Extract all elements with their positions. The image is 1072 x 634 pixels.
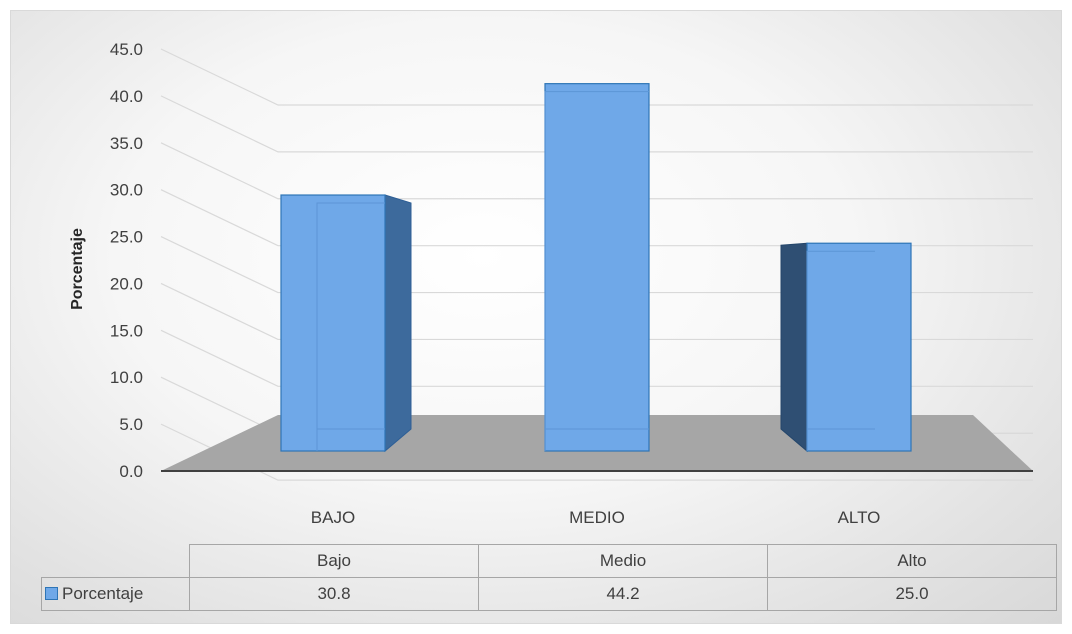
x-category-label: BAJO <box>311 508 355 527</box>
chart-svg: 0.0 5.0 10.0 15.0 20.0 25.0 30.0 35.0 40.0 45.0 B… <box>69 40 1033 527</box>
data-table-corner <box>41 544 190 578</box>
data-table-header: Bajo <box>189 544 479 578</box>
bar-bajo <box>280 194 412 453</box>
y-tick-label: 0.0 <box>119 462 143 481</box>
gridline <box>160 48 1033 106</box>
y-tick-label: 15.0 <box>110 321 143 340</box>
x-axis-categories: BAJO MEDIO ALTO <box>311 508 881 527</box>
legend-key-icon <box>45 587 58 600</box>
data-table-series-row: Porcentaje 30.8 44.2 25.0 <box>41 577 1057 611</box>
chart-area: 0.0 5.0 10.0 15.0 20.0 25.0 30.0 35.0 40.0 45.0 B… <box>10 10 1062 624</box>
data-table: Bajo Medio Alto Porcentaje 30.8 44.2 25.… <box>41 544 1057 611</box>
x-category-label: MEDIO <box>569 508 625 527</box>
data-table-value: 30.8 <box>189 577 479 611</box>
y-tick-label: 45.0 <box>110 40 143 59</box>
data-table-value: 44.2 <box>478 577 768 611</box>
y-axis-ticks: 0.0 5.0 10.0 15.0 20.0 25.0 30.0 35.0 40.0 45.0 <box>110 40 143 481</box>
y-tick-label: 25.0 <box>110 228 143 247</box>
gridline <box>160 423 1033 481</box>
bars <box>280 83 912 453</box>
data-table-header: Medio <box>478 544 768 578</box>
y-tick-label: 35.0 <box>110 134 143 153</box>
data-table-header: Alto <box>767 544 1057 578</box>
data-table-series-cell: Porcentaje <box>41 577 190 611</box>
data-table-header-row: Bajo Medio Alto <box>41 544 1057 578</box>
y-tick-label: 40.0 <box>110 87 143 106</box>
gridline <box>160 142 1033 200</box>
y-tick-label: 30.0 <box>110 181 143 200</box>
y-tick-label: 5.0 <box>119 415 143 434</box>
x-category-label: ALTO <box>838 508 881 527</box>
y-tick-label: 20.0 <box>110 274 143 293</box>
bar-medio <box>544 83 650 452</box>
gridlines <box>160 48 1033 481</box>
y-tick-label: 10.0 <box>110 368 143 387</box>
y-axis-title: Porcentaje <box>69 228 86 310</box>
gridline <box>160 95 1033 153</box>
data-table-series-label: Porcentaje <box>62 584 144 603</box>
data-table-value: 25.0 <box>767 577 1057 611</box>
bar-alto <box>780 242 912 453</box>
